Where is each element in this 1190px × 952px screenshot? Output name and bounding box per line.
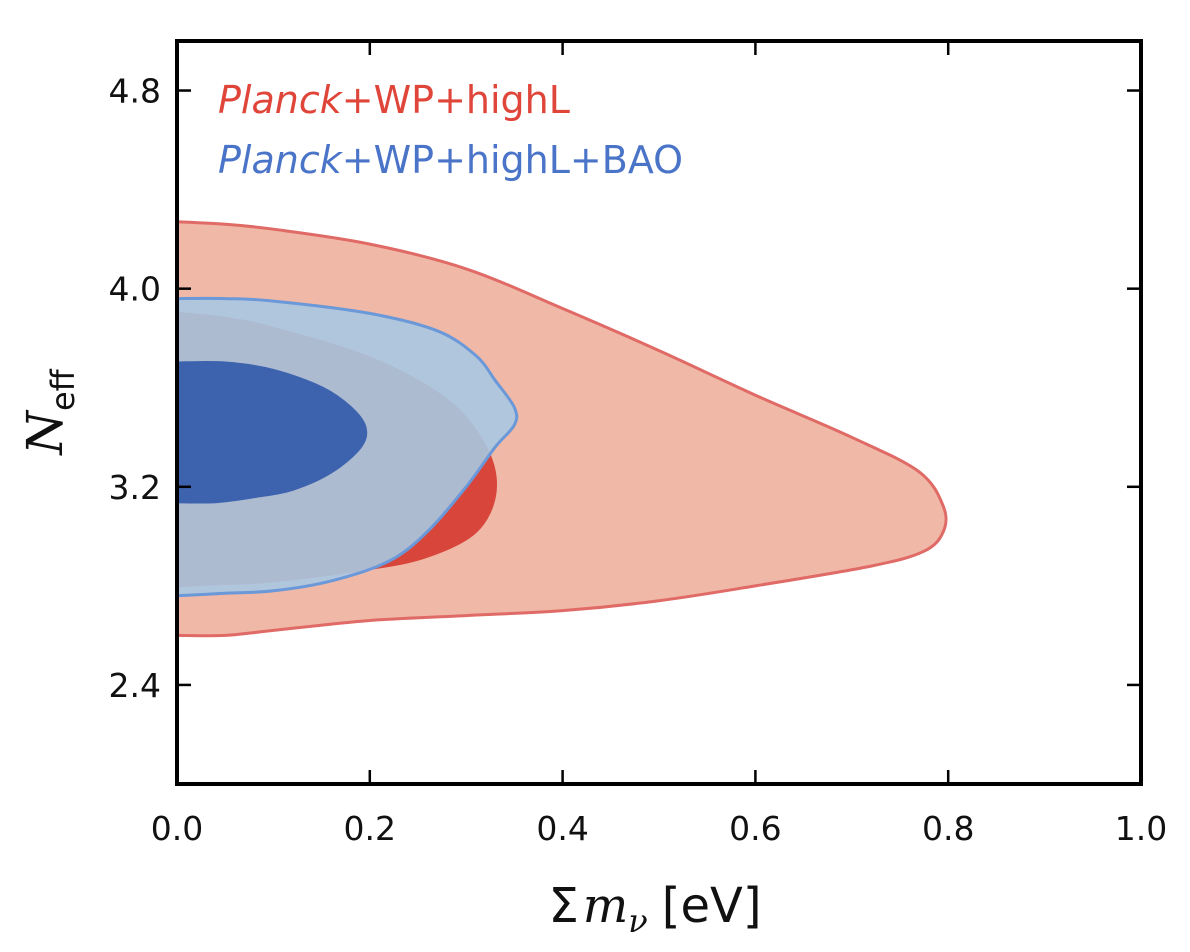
contour-layer: [177, 220, 948, 638]
x-axis-label-variable: m: [583, 878, 629, 934]
y-axis-label-subscript: eff: [44, 368, 82, 411]
legend-entry-planck-wp-highl: Planck+WP+highL: [218, 78, 570, 122]
legend-entry-planck-wp-highl-bao: Planck+WP+highL+BAO: [218, 138, 683, 182]
tick-layer: 0.0 0.2 0.4 0.6 0.8 1.0 2.4 3.2 4.0 4.8: [109, 41, 1167, 848]
x-tick-label: 0.8: [922, 809, 974, 848]
x-tick-label: 0.2: [344, 809, 396, 848]
legend-entry-planck-wp-highl-bao-rest: +WP+highL+BAO: [342, 138, 683, 182]
x-tick-label: 0.0: [151, 809, 203, 848]
y-tick-label: 4.0: [109, 270, 161, 309]
x-axis-label-subscript: ν: [628, 902, 647, 940]
legend: Planck+WP+highL Planck+WP+highL+BAO: [218, 78, 683, 182]
y-tick-label: 2.4: [109, 666, 161, 705]
y-axis-label-variable: N: [16, 409, 74, 456]
y-tick-label: 4.8: [109, 72, 161, 111]
y-tick-label: 3.2: [109, 468, 161, 507]
contour-series-1-inner-68: [177, 360, 368, 504]
y-axis-label: Neff: [16, 368, 82, 455]
x-axis-label: Σmν [eV]: [548, 878, 761, 940]
x-axis-label-symbol: Σ: [548, 878, 578, 934]
legend-entry-planck-wp-highl-rest: +WP+highL: [342, 78, 570, 122]
x-tick-label: 1.0: [1115, 809, 1167, 848]
x-tick-label: 0.6: [729, 809, 781, 848]
legend-entry-planck-wp-highl-italic: Planck: [218, 78, 344, 122]
x-axis-label-unit: [eV]: [662, 878, 762, 934]
legend-entry-planck-wp-highl-bao-italic: Planck: [218, 138, 344, 182]
plot-frame: [175, 39, 1143, 786]
x-tick-label: 0.4: [536, 809, 588, 848]
